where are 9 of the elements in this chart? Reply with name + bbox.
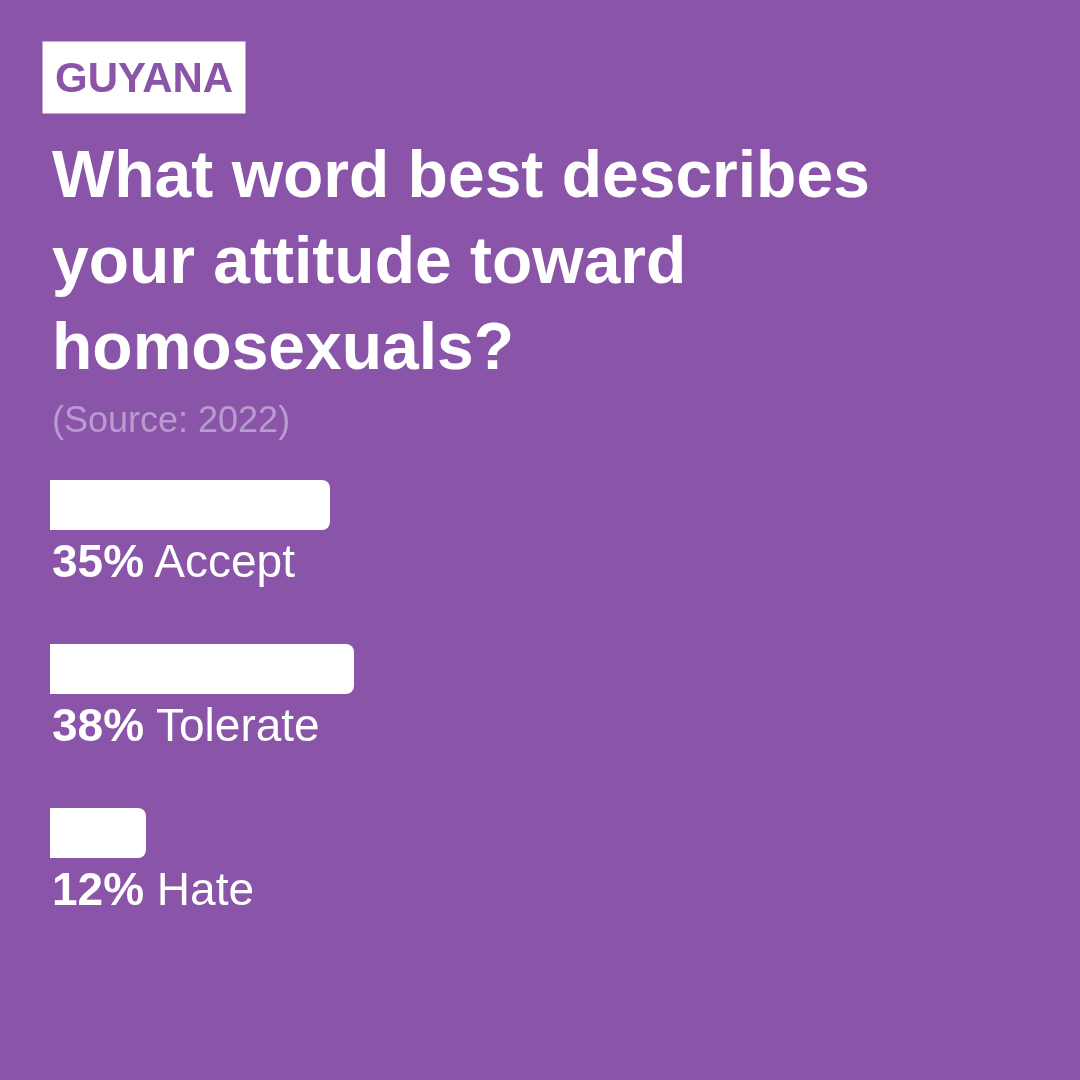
- data-label: 12%: [52, 863, 145, 915]
- y-tick-label: Tolerate: [156, 699, 320, 751]
- data-label: 35%: [52, 535, 145, 587]
- text: (Source: 2022): [52, 399, 291, 440]
- data-label: 38%: [52, 699, 145, 751]
- chart-subtitle: GUYANA: [55, 54, 234, 101]
- chart-title: What word best describes your attitude toward homosexuals?: [52, 137, 870, 383]
- y-tick-label: Hate: [156, 863, 255, 915]
- y-tick-label: Accept: [154, 535, 295, 587]
